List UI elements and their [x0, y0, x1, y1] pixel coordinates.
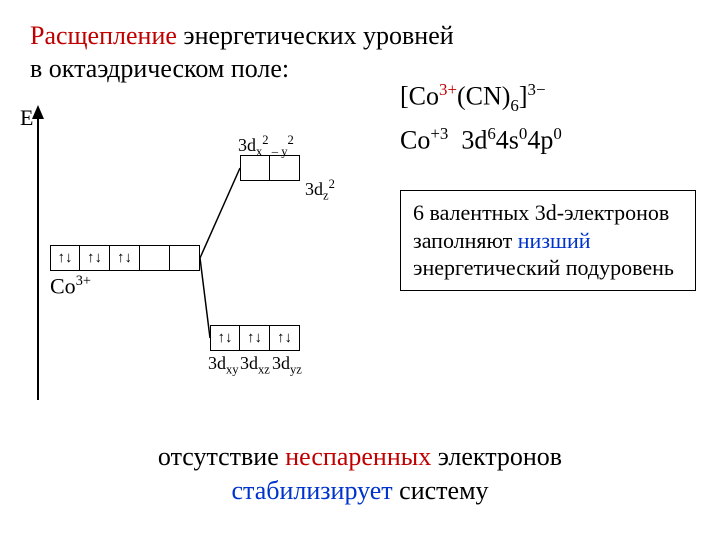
label-dyz: 3dyz [272, 353, 302, 378]
lt4: – y [269, 145, 288, 159]
ion-sym: Co [50, 273, 76, 298]
lr3: 2 [329, 177, 335, 191]
bt-1r: неспаренных [285, 442, 431, 471]
lb1s: xy [226, 363, 239, 377]
complex-formula: [Co3+(CN)6]3− [400, 80, 562, 116]
cfg-ch: +3 [430, 124, 448, 143]
ib-blue: низший [518, 228, 591, 253]
cx-prefix: [Co [400, 82, 439, 111]
cx-mid: (CN) [457, 82, 510, 111]
cfg-3d: 3d [461, 126, 487, 155]
cx-charge: 3+ [439, 80, 457, 99]
cfg-4s: 4s [496, 126, 519, 155]
cx-suf: ] [519, 82, 528, 111]
orb-mid-5 [170, 245, 200, 271]
axis-label: E [20, 105, 33, 131]
orb-bot-1: ↑↓ [210, 325, 240, 351]
orb-bot-3: ↑↓ [270, 325, 300, 351]
lt5: 2 [287, 133, 293, 147]
lb3s: yz [290, 363, 302, 377]
lt1: 3d [238, 135, 256, 155]
energy-diagram: E ↑↓ ↑↓ ↑↓ Co3+ 3dx2 – y2 3dz2 ↑↓ ↑↓ ↑↓ … [20, 105, 380, 405]
split-line-up [200, 168, 240, 258]
lb3: 3d [272, 353, 290, 373]
cfg-sp: Co [400, 126, 430, 155]
bot-row: ↑↓ ↑↓ ↑↓ [210, 325, 300, 351]
orb-mid-4 [140, 245, 170, 271]
bt-2c: систему [393, 476, 489, 505]
lb2s: xz [258, 363, 270, 377]
cfg-4ps: 0 [553, 124, 561, 143]
ion-label: Co3+ [50, 273, 91, 299]
title-red: Расщепление [30, 21, 177, 50]
formula-block: [Co3+(CN)6]3− Co+3 3d64s04p0 [400, 80, 562, 156]
lb2: 3d [240, 353, 258, 373]
orb-bot-2: ↑↓ [240, 325, 270, 351]
label-dx2y2: 3dx2 – y2 [238, 133, 294, 160]
cx-sub: 6 [510, 96, 518, 115]
bt-1a: отсутствие [158, 442, 285, 471]
lr1: 3d [305, 179, 323, 199]
ion-ch: 3+ [76, 273, 91, 289]
info-box: 6 валентных 3d-электронов заполняют низш… [400, 190, 696, 291]
title-line2: в октаэдрическом поле: [30, 54, 289, 83]
label-dz2: 3dz2 [305, 177, 335, 204]
label-dxy: 3dxy [208, 353, 239, 378]
title-rest: энергетических уровней [177, 21, 454, 50]
split-line-down [200, 258, 210, 338]
ib-p2: энергетический подуровень [413, 255, 674, 280]
orb-mid-3: ↑↓ [110, 245, 140, 271]
orb-mid-2: ↑↓ [80, 245, 110, 271]
label-dxz: 3dxz [240, 353, 270, 378]
orb-mid-1: ↑↓ [50, 245, 80, 271]
cfg-3ds: 6 [487, 124, 495, 143]
cfg-4p: 4p [527, 126, 553, 155]
bottom-text: отсутствие неспаренных электронов стабил… [0, 440, 720, 508]
cx-osup: 3− [528, 80, 546, 99]
axis-arrowhead [32, 105, 44, 119]
bt-1b: электронов [431, 442, 562, 471]
electron-config: Co+3 3d64s04p0 [400, 124, 562, 156]
bt-2b: стабилизирует [231, 476, 392, 505]
lb1: 3d [208, 353, 226, 373]
mid-row: ↑↓ ↑↓ ↑↓ [50, 245, 200, 271]
